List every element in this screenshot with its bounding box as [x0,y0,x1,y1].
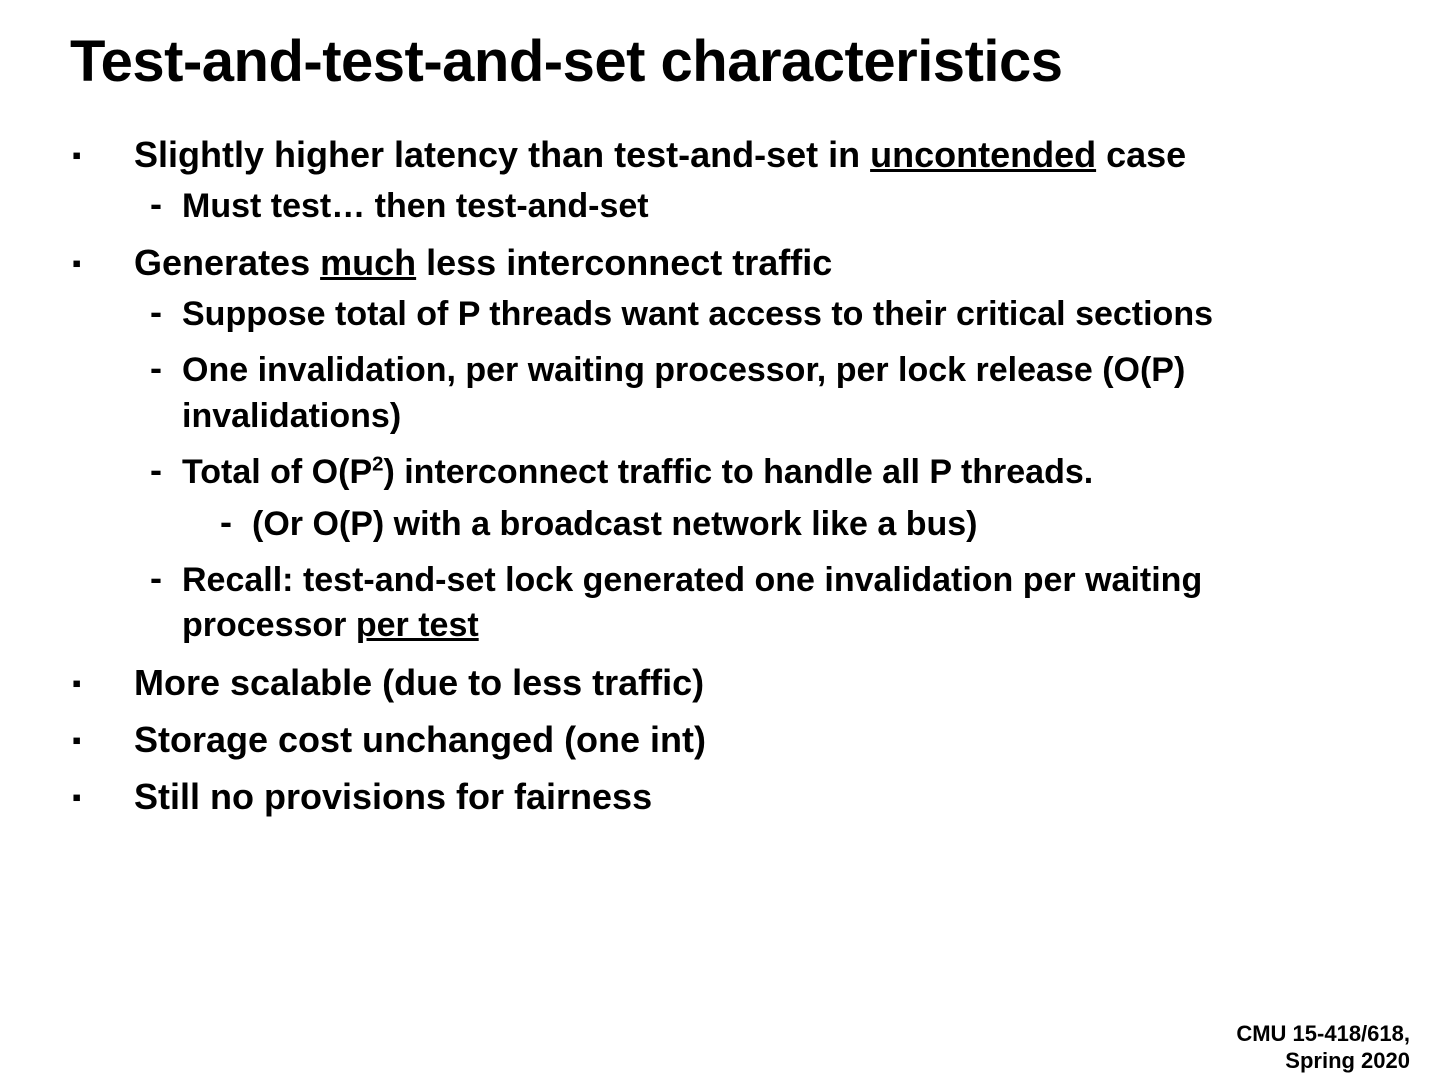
bullet-1: Slightly higher latency than test-and-se… [116,131,1370,229]
bullet-1-underline: uncontended [870,134,1096,175]
footer-line-1: CMU 15-418/618, [1236,1021,1410,1047]
bullet-1-sublist: Must test… then test-and-set [134,184,1370,230]
bullet-2-4-pre: Recall: test-and-set lock generated one … [182,561,1202,645]
bullet-2-3-pre: Total of O(P [182,453,372,491]
bullet-3: More scalable (due to less traffic) [116,659,1370,708]
bullet-4: Storage cost unchanged (one int) [116,716,1370,765]
bullet-2-4: Recall: test-and-set lock generated one … [182,558,1370,650]
slide-title: Test-and-test-and-set characteristics [70,28,1370,95]
footer-line-2: Spring 2020 [1236,1048,1410,1074]
bullet-2: Generates much less interconnect traffic… [116,239,1370,649]
bullet-1-1: Must test… then test-and-set [182,184,1370,230]
bullet-list: Slightly higher latency than test-and-se… [70,131,1370,821]
bullet-1-text-post: case [1096,134,1186,175]
slide: Test-and-test-and-set characteristics Sl… [0,0,1440,1080]
bullet-2-2: One invalidation, per waiting processor,… [182,348,1370,440]
bullet-2-3: Total of O(P2) interconnect traffic to h… [182,450,1370,548]
bullet-2-1: Suppose total of P threads want access t… [182,292,1370,338]
bullet-5: Still no provisions for fairness [116,773,1370,822]
bullet-2-3-sublist: (Or O(P) with a broadcast network like a… [182,502,1370,548]
bullet-2-3-sup: 2 [372,453,383,475]
bullet-2-3-post: ) interconnect traffic to handle all P t… [383,453,1093,491]
bullet-2-text-pre: Generates [134,242,320,283]
bullet-1-text-pre: Slightly higher latency than test-and-se… [134,134,870,175]
bullet-2-3-1: (Or O(P) with a broadcast network like a… [252,502,1370,548]
slide-footer: CMU 15-418/618, Spring 2020 [1236,1021,1410,1074]
bullet-2-underline: much [320,242,416,283]
bullet-2-sublist: Suppose total of P threads want access t… [134,292,1370,649]
bullet-2-4-underline: per test [356,606,479,644]
bullet-2-text-post: less interconnect traffic [416,242,832,283]
